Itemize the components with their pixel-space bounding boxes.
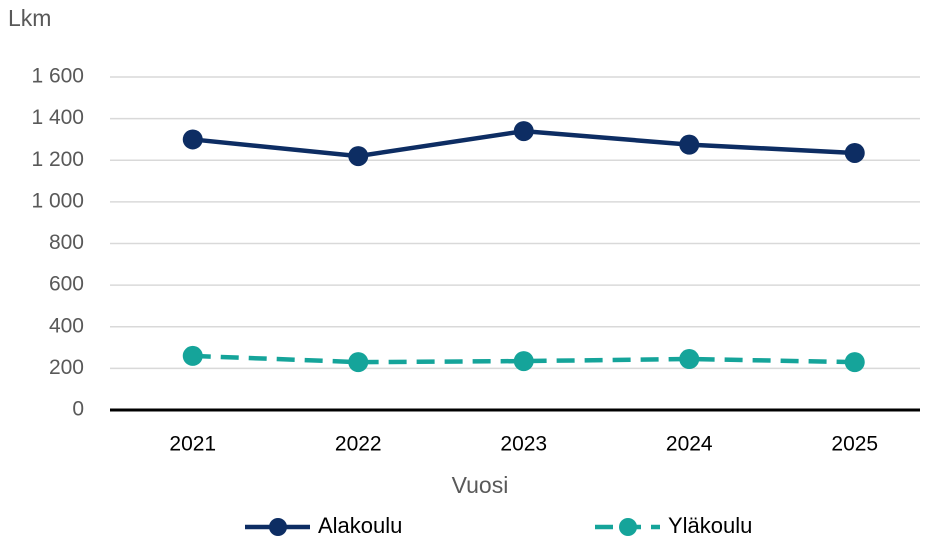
data-point (182, 129, 203, 150)
data-point (348, 352, 369, 373)
y-axis-label: Lkm (8, 5, 51, 31)
y-tick-label: 1 400 (31, 106, 84, 129)
data-point (844, 352, 865, 373)
legend-marker (619, 518, 637, 536)
y-tick-label: 0 (72, 398, 84, 421)
y-tick-label: 1 200 (31, 148, 84, 171)
x-axis-label: Vuosi (452, 472, 509, 498)
x-tick-label: 2023 (500, 433, 547, 456)
legend-marker (269, 518, 287, 536)
x-tick-label: 2021 (169, 433, 216, 456)
y-tick-label: 1 000 (31, 189, 84, 212)
y-tick-label: 200 (49, 356, 84, 379)
data-point (844, 142, 865, 163)
data-point (513, 351, 534, 372)
data-point (513, 121, 534, 142)
y-tick-label: 400 (49, 314, 84, 337)
y-tick-label: 600 (49, 273, 84, 296)
x-tick-label: 2025 (831, 433, 878, 456)
data-point (679, 134, 700, 155)
legend-label: Alakoulu (318, 513, 402, 538)
x-tick-label: 2022 (335, 433, 382, 456)
legend-label: Yläkoulu (668, 513, 752, 538)
y-tick-label: 1 600 (31, 65, 84, 88)
x-tick-label: 2024 (666, 433, 713, 456)
data-point (679, 349, 700, 370)
data-point (348, 146, 369, 167)
y-tick-label: 800 (49, 231, 84, 254)
data-point (182, 345, 203, 366)
